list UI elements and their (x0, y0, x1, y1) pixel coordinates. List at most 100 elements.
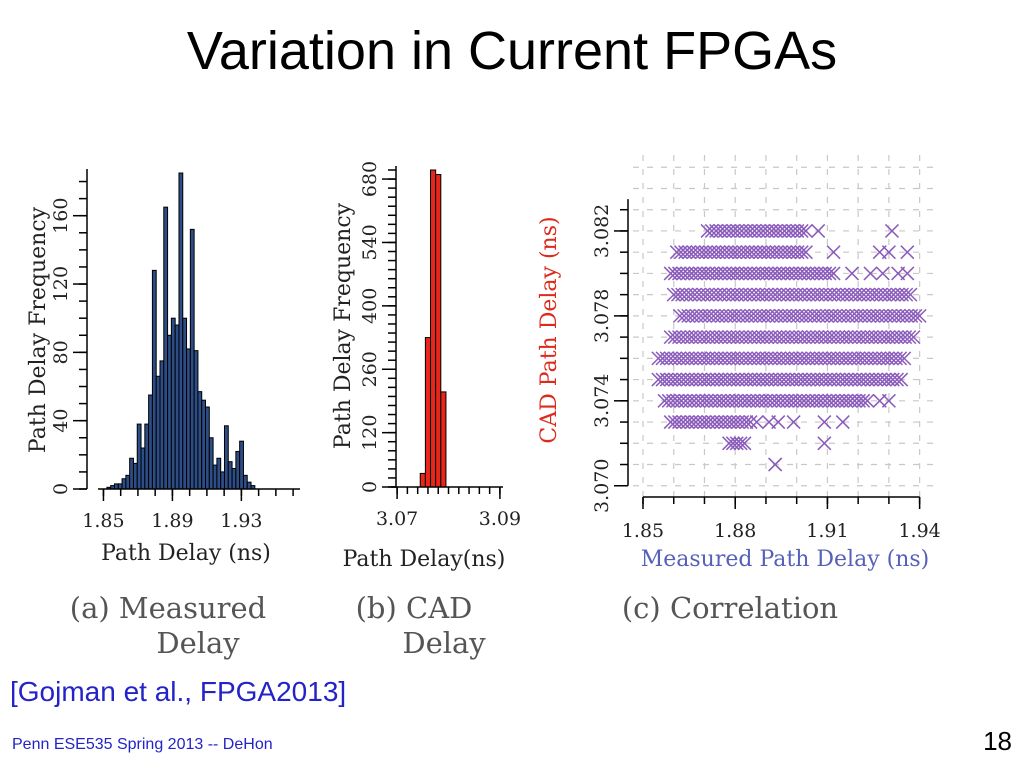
scatter-point-stroke (794, 223, 809, 238)
correlation-scatter: 3.070 3.074 3.078 3.082 1.85 1.88 1.91 1.94 CAD… (537, 155, 941, 572)
scatter-point (899, 287, 914, 302)
slide-title: Variation in Current FPGAs (186, 21, 838, 81)
scatter-point-stroke (826, 266, 841, 281)
scatter-point (902, 330, 917, 345)
scatter-point-stroke (897, 351, 912, 366)
scatter-point (897, 351, 912, 366)
y-tick-label: 160 (50, 198, 72, 234)
histogram-axes: 0 120 260 400 540 680 3.07 3.09 (359, 161, 521, 530)
histogram-bar (155, 375, 161, 490)
scatter-point (881, 393, 896, 408)
scatter-point-stroke (835, 415, 850, 430)
x-axis-label: Path Delay (ns) (101, 541, 271, 566)
scatter-point (881, 245, 896, 260)
histogram-bar (186, 348, 191, 490)
histogram-bars (106, 172, 256, 490)
histogram-bar (208, 437, 214, 490)
x-axis-label: Path Delay(ns) (343, 547, 506, 572)
scatter-point (908, 308, 923, 323)
scatter-point-stroke (899, 287, 914, 302)
scatter-point-stroke (875, 266, 890, 281)
histogram-bar (144, 423, 150, 490)
y-tick-label: 680 (359, 161, 381, 197)
scatter-point-stroke (817, 436, 832, 451)
scatter-point-stroke (900, 266, 915, 281)
x-tick-label: 1.89 (151, 510, 193, 532)
scatter-point (835, 415, 850, 430)
scatter-point (875, 266, 890, 281)
histogram-bar (167, 334, 172, 490)
scatter-point (768, 457, 783, 472)
histogram-axes: 0 40 80 120 160 1.85 1.89 1.93 (50, 169, 300, 532)
scatter-point (889, 372, 905, 387)
scatter-point (771, 415, 786, 430)
scatter-point-stroke (749, 415, 764, 430)
y-tick-label: 40 (50, 409, 72, 433)
caption-b-line2: Delay (402, 626, 486, 660)
x-tick-label: 1.94 (898, 520, 940, 542)
y-tick-label: 3.070 (591, 459, 613, 513)
y-tick-label: 3.074 (591, 374, 613, 428)
x-axis-label: Measured Path Delay (ns) (641, 547, 930, 572)
scatter-point (903, 287, 918, 302)
scatter-point (906, 330, 921, 345)
scatter-point-stroke (798, 223, 813, 238)
histogram-bar (189, 228, 195, 490)
scatter-point-stroke (906, 330, 921, 345)
scatter-point-stroke (739, 415, 754, 430)
histogram-bars (419, 169, 447, 488)
scatter-point-stroke (856, 393, 871, 408)
scatter-point (912, 308, 927, 323)
histogram-bar (235, 450, 241, 490)
histogram-bar (201, 399, 207, 490)
scatter-point (817, 436, 832, 451)
histogram-bar (159, 360, 165, 490)
histogram-bar (419, 472, 426, 488)
histogram-bar (151, 269, 157, 490)
scatter-point (798, 245, 813, 260)
citation-link[interactable]: [Gojman et al., FPGA2013] (10, 676, 347, 707)
grid-lines (633, 155, 940, 497)
scatter-point-stroke (798, 245, 813, 260)
scatter-point-stroke (884, 223, 899, 238)
histogram-bar (178, 172, 184, 490)
scatter-axes: 3.070 3.074 3.078 3.082 1.85 1.88 1.91 1.94 (591, 199, 941, 542)
scatter-point (749, 415, 764, 430)
histogram-bar (197, 391, 203, 490)
scatter-point-stroke (768, 457, 783, 472)
measured-delay-histogram: 0 40 80 120 160 1.85 1.89 1.93 Path Delay Frequ… (26, 169, 300, 566)
histogram-bar (140, 447, 146, 490)
scatter-point (737, 436, 752, 451)
scatter-point-stroke (737, 436, 752, 451)
scatter-point (817, 415, 832, 430)
scatter-point-stroke (826, 245, 841, 260)
x-tick-label: 1.93 (220, 510, 262, 532)
scatter-point-stroke (771, 415, 786, 430)
scatter-point-stroke (844, 266, 860, 281)
y-tick-label: 3.082 (591, 204, 613, 258)
histogram-bar (212, 464, 218, 490)
histogram-bar (113, 483, 119, 490)
scatter-point-stroke (743, 415, 758, 430)
histogram-bar (136, 423, 142, 490)
scatter-point-stroke (889, 372, 905, 387)
scatter-point-stroke (903, 287, 918, 302)
x-tick-label: 3.07 (376, 508, 418, 530)
scatter-point (900, 245, 915, 260)
scatter-point-stroke (894, 372, 909, 387)
scatter-points (651, 223, 927, 472)
scatter-point-stroke (863, 266, 878, 281)
y-axis-label: Path Delay Frequency (26, 206, 51, 453)
scatter-point-stroke (902, 330, 917, 345)
y-tick-label: 120 (359, 415, 381, 451)
scatter-point (826, 266, 841, 281)
y-axis-label: Path Delay Frequency (331, 202, 356, 449)
scatter-point-stroke (860, 393, 875, 408)
y-tick-label: 120 (50, 266, 72, 302)
cad-delay-histogram: 0 120 260 400 540 680 3.07 3.09 Path Delay Freq… (331, 161, 521, 572)
scatter-point (794, 223, 809, 238)
x-tick-label: 1.85 (82, 510, 124, 532)
scatter-point-stroke (912, 308, 927, 323)
histogram-bar (242, 474, 248, 490)
